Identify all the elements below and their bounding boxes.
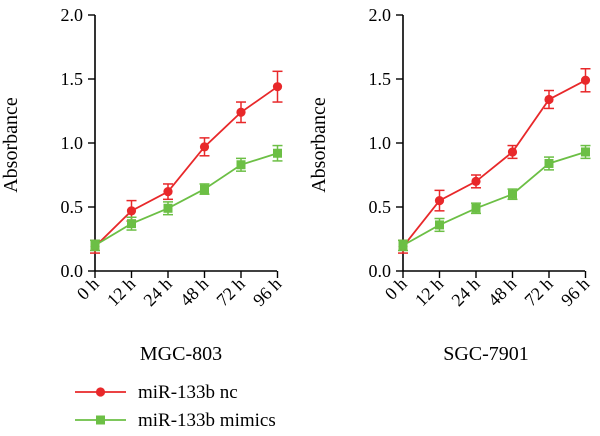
x-tick-label-24-h: 24 h	[447, 274, 483, 310]
data-point-square	[236, 160, 246, 170]
data-point-square	[544, 158, 554, 168]
x-tick-label-12-h: 12 h	[411, 274, 447, 310]
data-point-circle	[471, 176, 481, 186]
series-line	[402, 79, 586, 248]
legend-label: miR-133b mimics	[138, 410, 276, 431]
data-point-square	[200, 184, 209, 194]
y-tick-label: 2.0	[61, 5, 84, 25]
data-point-square	[508, 189, 517, 199]
data-point-square	[581, 147, 590, 157]
y-tick-label: 0.5	[61, 197, 84, 217]
data-point-square	[435, 220, 444, 230]
series-line	[94, 152, 278, 247]
x-tick-label-72-h: 72 h	[520, 274, 556, 310]
y-tick-label: 0.0	[369, 261, 392, 281]
x-tick-label-12-h: 12 h	[103, 274, 139, 310]
series-mir-133b-nc	[398, 68, 591, 254]
legend-item-mir-133b-nc: miR-133b nc	[75, 382, 238, 403]
y-tick-label: 0.5	[369, 197, 392, 217]
data-point-square	[273, 148, 282, 158]
data-point-square	[398, 240, 408, 250]
data-point-square	[90, 240, 100, 250]
panel-title: MGC-803	[140, 343, 222, 365]
data-point-circle	[126, 206, 137, 216]
y-axis-title: Absorbance	[308, 97, 330, 193]
legend-marker-circle	[95, 387, 106, 397]
series-mir-133b-mimics	[90, 144, 283, 252]
y-tick-label: 2.0	[369, 5, 392, 25]
y-tick-label: 1.0	[369, 133, 392, 153]
y-tick-label: 1.5	[61, 69, 84, 89]
data-point-circle	[434, 196, 445, 206]
data-point-square	[471, 203, 481, 213]
data-point-square	[127, 219, 136, 229]
data-point-circle	[163, 187, 173, 197]
data-point-circle	[236, 107, 246, 117]
data-point-circle	[507, 147, 518, 157]
series-line	[402, 151, 586, 247]
y-axis-title: Absorbance	[0, 97, 22, 193]
chart-panel-mgc-803: 0.00.51.01.52.00 h 12 h 24 h 48 h 72 h 96 hAb…	[0, 5, 285, 365]
x-tick-label-24-h: 24 h	[139, 274, 175, 310]
legend-item-mir-133b-mimics: miR-133b mimics	[75, 410, 276, 431]
data-point-square	[163, 203, 173, 213]
series-mir-133b-mimics	[398, 144, 591, 252]
legend: miR-133b nc miR-133b mimics	[75, 382, 276, 431]
data-point-circle	[272, 82, 283, 92]
chart-panel-sgc-7901: 0.00.51.01.52.00 h 12 h 24 h 48 h 72 h 96 hAb…	[308, 5, 593, 365]
y-tick-label: 1.0	[61, 133, 84, 153]
x-tick-label-48-h: 48 h	[176, 274, 212, 310]
panel-title: SGC-7901	[443, 343, 529, 365]
data-point-circle	[199, 142, 210, 152]
y-tick-label: 1.5	[369, 69, 392, 89]
series-mir-133b-nc	[90, 70, 283, 254]
x-tick-label-96-h: 96 h	[249, 274, 285, 310]
legend-label: miR-133b nc	[138, 382, 238, 403]
data-point-circle	[580, 75, 591, 85]
x-tick-label-96-h: 96 h	[557, 274, 593, 310]
x-tick-label-48-h: 48 h	[484, 274, 520, 310]
data-point-circle	[544, 94, 554, 105]
series-line	[94, 85, 279, 248]
x-tick-label-72-h: 72 h	[212, 274, 248, 310]
y-tick-label: 0.0	[61, 261, 84, 281]
legend-marker-square	[96, 415, 105, 425]
